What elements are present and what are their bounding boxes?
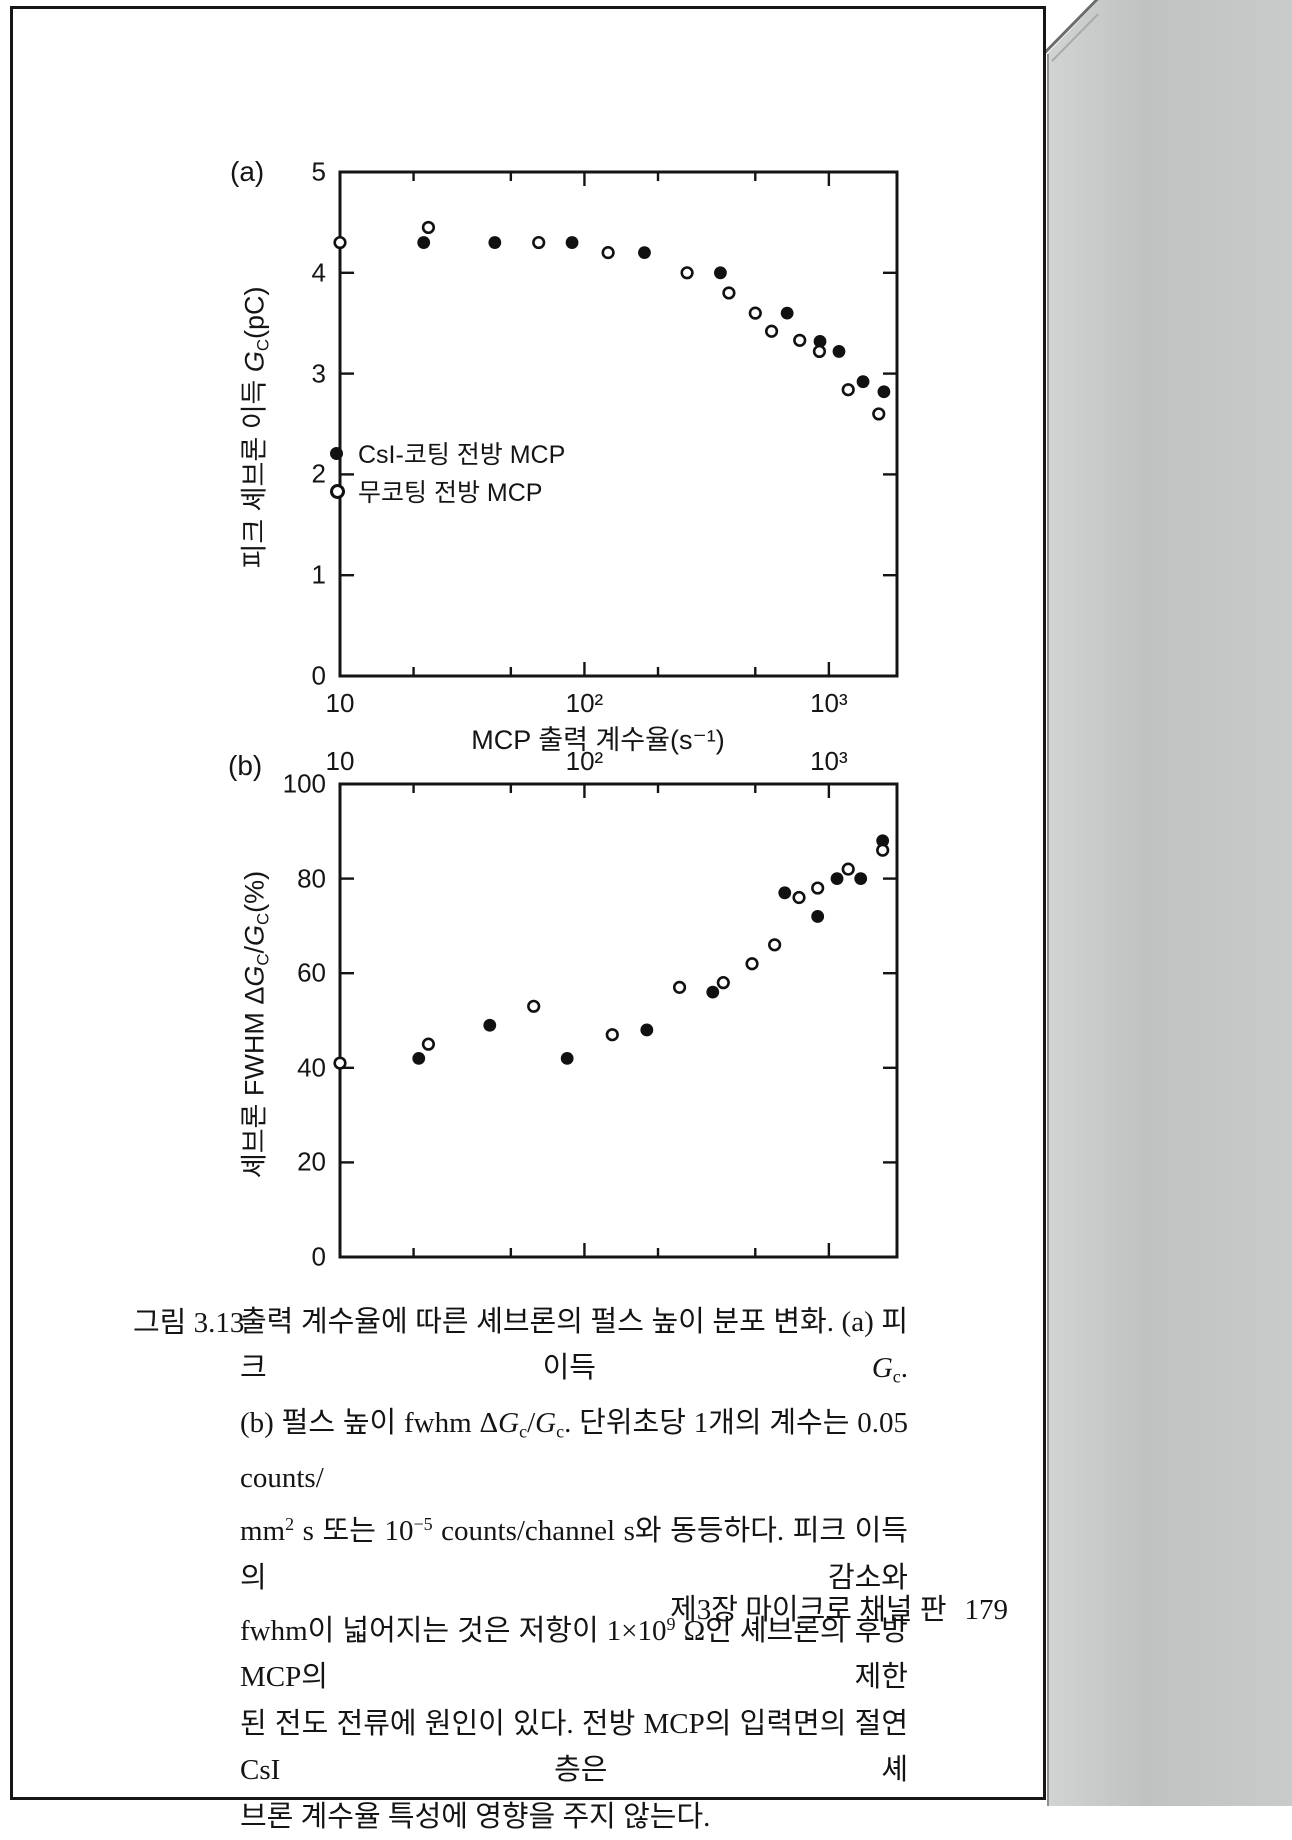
data-point-open (680, 266, 694, 280)
data-point-filled (640, 1023, 654, 1037)
caption-line: mm2 s 또는 10−5 counts/channel s와 동등하다. 피크… (240, 1514, 908, 1594)
caption-line: 브론 계수율 특성에 영향을 주지 않는다. (240, 1800, 711, 1833)
data-point-filled (412, 1051, 426, 1065)
chart-b-y-axis-title: 셰브론 FWHM ΔGC/GC(%) (239, 870, 273, 1179)
page-number: 179 (964, 1594, 1009, 1626)
data-point-filled (565, 236, 579, 249)
data-point-open (745, 957, 759, 971)
data-point-open (333, 235, 347, 250)
data-point-filled (560, 1051, 574, 1065)
page-border (10, 6, 1046, 1800)
page-stack-divider-line (1047, 54, 1049, 1806)
y-tick-label: 20 (297, 1146, 326, 1177)
data-point-open (601, 246, 615, 260)
chart-a-x-axis-title: MCP 출력 계수율(s⁻¹) (471, 725, 725, 755)
data-point-filled (483, 1018, 497, 1032)
data-point-open (716, 976, 730, 990)
x-tick-label: 10³ (810, 688, 848, 718)
data-point-open (841, 862, 855, 876)
y-tick-label: 100 (282, 768, 326, 799)
plot-frame-a (338, 170, 899, 678)
y-tick-label: 60 (297, 957, 326, 988)
x-tick-label: 10 (325, 688, 355, 718)
data-point-open (748, 306, 762, 320)
plot-frame-b (338, 782, 899, 1259)
legend-label: 무코팅 전방 MCP (358, 479, 543, 507)
data-point-open (872, 407, 886, 421)
x-tick-label: 10 (325, 746, 355, 776)
panel-b-label: (b) (228, 750, 263, 781)
caption-line: fwhm이 넓어지는 것은 저항이 1×109 Ω인 셰브론의 후방 MCP의 … (240, 1614, 908, 1694)
data-point-open (421, 1037, 436, 1051)
data-point-filled (832, 345, 846, 358)
y-tick-label: 2 (311, 458, 326, 489)
figure-caption-text: 출력 계수율에 따른 셰브론의 펄스 높이 분포 변화. (a) 피크 이득 G… (240, 1299, 908, 1840)
legend-label: CsI-코팅 전방 MCP (358, 441, 566, 469)
data-point-filled (813, 334, 827, 348)
data-point-open (812, 344, 827, 359)
book-page-stack-edge (1047, 0, 1292, 1806)
panel-a-label: (a) (230, 156, 265, 187)
data-point-open (532, 235, 546, 250)
data-point-filled (854, 872, 868, 885)
data-point-open (764, 324, 779, 338)
data-point-filled (778, 886, 792, 900)
data-point-filled (830, 872, 844, 885)
data-point-filled (417, 236, 431, 249)
data-point-filled (877, 385, 891, 399)
y-tick-label: 4 (311, 257, 326, 288)
y-tick-label: 3 (311, 358, 326, 389)
chart-a-y-axis-title: 피크 셰브론 이득 GC(pC) (239, 286, 273, 569)
caption-line: 된 전도 전류에 원인이 있다. 전방 MCP의 입력면의 절연 CsI 층은 … (240, 1707, 908, 1787)
data-point-open (841, 383, 855, 397)
chapter-title: 제3장 마이크로 채널 판 (670, 1594, 947, 1626)
filled-circle-marker-icon (330, 446, 343, 460)
data-point-open (792, 890, 806, 905)
x-tick-label: 10² (565, 746, 604, 776)
figure-caption-number: 그림 3.13 (133, 1307, 245, 1339)
y-tick-label: 1 (311, 559, 326, 590)
data-point-open (768, 938, 782, 952)
legend-item-csi-coated: CsI-코팅 전방 MCP (330, 434, 565, 472)
chart-a-legend: CsI-코팅 전방 MCP 무코팅 전방 MCP (330, 434, 565, 510)
data-point-open (672, 980, 687, 994)
y-tick-label: 40 (297, 1052, 326, 1083)
data-point-open (722, 286, 736, 300)
y-tick-label: 0 (311, 660, 326, 691)
legend-item-uncoated: 무코팅 전방 MCP (330, 472, 565, 510)
caption-line: 출력 계수율에 따른 셰브론의 펄스 높이 분포 변화. (a) 피크 이득 G… (240, 1306, 908, 1387)
data-point-filled (706, 985, 720, 999)
data-point-filled (638, 246, 651, 260)
data-point-open (605, 1028, 619, 1042)
data-point-open (527, 999, 541, 1013)
y-tick-label: 0 (311, 1241, 326, 1272)
caption-line: (b) 펄스 높이 fwhm ΔGc/Gc. 단위초당 1개의 계수는 0.05… (240, 1407, 908, 1494)
data-point-filled (488, 236, 502, 249)
data-point-filled (780, 306, 794, 320)
data-point-open (793, 333, 807, 347)
y-tick-label: 80 (297, 863, 326, 894)
data-point-filled (856, 375, 870, 389)
page-footer: 제3장 마이크로 채널 판 179 (520, 1586, 1008, 1628)
data-point-open (421, 220, 436, 235)
open-circle-marker-icon (330, 483, 345, 499)
x-tick-label: 10² (565, 688, 604, 718)
data-point-filled (714, 266, 727, 280)
data-point-open (876, 843, 890, 857)
data-point-open (811, 881, 825, 895)
data-point-open (333, 1056, 347, 1070)
y-tick-label: 5 (311, 156, 326, 187)
data-point-filled (811, 910, 825, 923)
data-point-filled (876, 834, 890, 848)
x-tick-label: 10³ (810, 746, 848, 776)
